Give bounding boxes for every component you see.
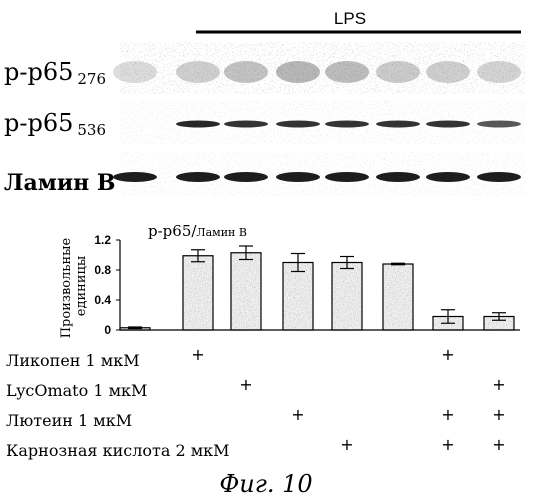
blot-strip-3 xyxy=(113,152,525,196)
treatment-label: Ликопен 1 мкМ xyxy=(6,351,140,370)
blot-band xyxy=(113,172,157,182)
treatment-label: LycOmato 1 мкМ xyxy=(6,381,147,400)
western-blot-panels xyxy=(113,42,525,196)
blot-band xyxy=(325,61,369,83)
blot-band xyxy=(376,61,420,83)
figure-caption: Фиг. 10 xyxy=(219,470,312,498)
blot-label-p-p65-276: p-p65276 xyxy=(4,58,106,88)
treatment-plus: + xyxy=(191,345,204,364)
y-axis-label: Произвольные единицы xyxy=(59,234,89,339)
bar-group xyxy=(332,257,362,331)
bar-group xyxy=(283,254,313,331)
blot-band xyxy=(376,172,420,182)
blot-band xyxy=(276,61,320,83)
blot-band xyxy=(426,172,470,182)
blot-band xyxy=(426,121,470,128)
treatment-plus: + xyxy=(492,435,505,454)
bar xyxy=(231,253,261,330)
treatment-plus: + xyxy=(492,375,505,394)
blot-band xyxy=(176,61,220,83)
blot-band xyxy=(113,61,157,83)
blot-band xyxy=(325,172,369,182)
y-tick-label: 0 xyxy=(104,323,111,337)
blot-band xyxy=(477,121,521,128)
treatment-table: Ликопен 1 мкМ + + LycOmato 1 мкМ + + Лютеин 1 … xyxy=(6,345,506,460)
treatment-plus: + xyxy=(441,405,454,424)
blot-band xyxy=(376,121,420,128)
treatment-plus: + xyxy=(239,375,252,394)
blot-band xyxy=(224,121,268,128)
y-tick-label: 1.2 xyxy=(94,233,111,247)
blot-band xyxy=(224,172,268,182)
bar xyxy=(183,256,213,330)
blot-label-p-p65-536: p-p65536 xyxy=(4,109,106,139)
blot-band xyxy=(325,121,369,128)
bar-group xyxy=(484,313,514,330)
bar xyxy=(283,263,313,331)
blot-band xyxy=(224,61,268,83)
bar-group xyxy=(183,250,213,330)
treatment-plus: + xyxy=(291,405,304,424)
blot-band xyxy=(276,172,320,182)
blot-band xyxy=(276,121,320,128)
blot-label-lamin-b: Ламин B xyxy=(4,170,116,196)
bar-chart: p-p65/Ламин B Произвольные единицы 0 0.4 0… xyxy=(59,222,520,338)
bar xyxy=(332,263,362,331)
chart-title: p-p65/Ламин B xyxy=(148,222,247,240)
bar-group xyxy=(231,246,261,330)
blot-band xyxy=(426,61,470,83)
lps-label: LPS xyxy=(334,9,366,28)
treatment-plus: + xyxy=(492,405,505,424)
y-tick-label: 0.8 xyxy=(94,263,111,277)
treatment-plus: + xyxy=(340,435,353,454)
blot-band xyxy=(477,172,521,182)
bar xyxy=(383,264,413,330)
bars xyxy=(120,246,514,330)
blot-band xyxy=(477,61,521,83)
y-tick-label: 0.4 xyxy=(94,293,111,307)
treatment-label: Лютеин 1 мкМ xyxy=(6,411,132,430)
blot-strip-1 xyxy=(113,42,525,94)
blot-band xyxy=(176,172,220,182)
bar-group xyxy=(120,327,150,330)
bar-group xyxy=(433,310,463,330)
treatment-plus: + xyxy=(441,435,454,454)
bar-group xyxy=(383,263,413,330)
treatment-plus: + xyxy=(441,345,454,364)
blot-strip-2 xyxy=(120,100,525,144)
treatment-label: Карнозная кислота 2 мкМ xyxy=(6,441,230,460)
blot-band xyxy=(176,121,220,128)
